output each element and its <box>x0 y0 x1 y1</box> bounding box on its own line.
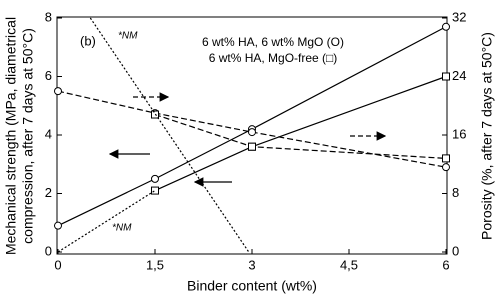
y2-tick-label: 24 <box>452 68 466 83</box>
y-tick-label: 0 <box>45 243 52 258</box>
data-point <box>54 87 62 96</box>
data-point <box>151 186 159 195</box>
y-tick-label: 6 <box>45 68 52 83</box>
y2-axis-label: Porosity (%, after 7 days at 50°C) <box>479 32 495 240</box>
y-tick-label: 4 <box>45 126 52 141</box>
data-point <box>151 174 159 183</box>
annotation: *NM <box>118 31 138 42</box>
x-tick-label: 1,5 <box>146 257 164 272</box>
series-line <box>154 113 447 159</box>
x-tick-label: 6 <box>442 257 449 272</box>
series-line <box>154 75 447 192</box>
legend-text: 6 wt% HA, 6 wt% MgO (O) <box>202 35 344 49</box>
data-point <box>442 154 450 163</box>
y2-tick-label: 32 <box>452 9 466 24</box>
y-axis-label: compression, after 7 days at 50°C) <box>20 28 36 244</box>
y2-tick-label: 8 <box>452 185 459 200</box>
annotation: *NM <box>112 223 132 234</box>
y2-tick-label: 16 <box>452 126 466 141</box>
panel-label: (b) <box>80 33 96 48</box>
data-point <box>54 221 62 230</box>
data-point <box>442 22 450 31</box>
y-tick-label: 2 <box>45 185 52 200</box>
series-line <box>57 26 447 227</box>
x-axis-label: Binder content (wt%) <box>187 278 317 294</box>
x-tick-label: 0 <box>54 257 61 272</box>
legend-text: 6 wt% HA, MgO-free (□) <box>209 51 338 65</box>
data-point <box>248 128 256 137</box>
data-point <box>442 72 450 81</box>
x-tick-label: 4,5 <box>340 257 358 272</box>
data-point <box>248 142 256 151</box>
y2-tick-label: 0 <box>452 243 459 258</box>
y-tick-label: 8 <box>45 9 52 24</box>
series-line <box>57 90 447 168</box>
data-point <box>442 163 450 172</box>
series-line <box>89 17 250 253</box>
y-axis-label: Mechanical strength (MPa, diametrical <box>3 17 19 255</box>
series-line <box>57 190 156 253</box>
x-tick-label: 3 <box>248 257 255 272</box>
